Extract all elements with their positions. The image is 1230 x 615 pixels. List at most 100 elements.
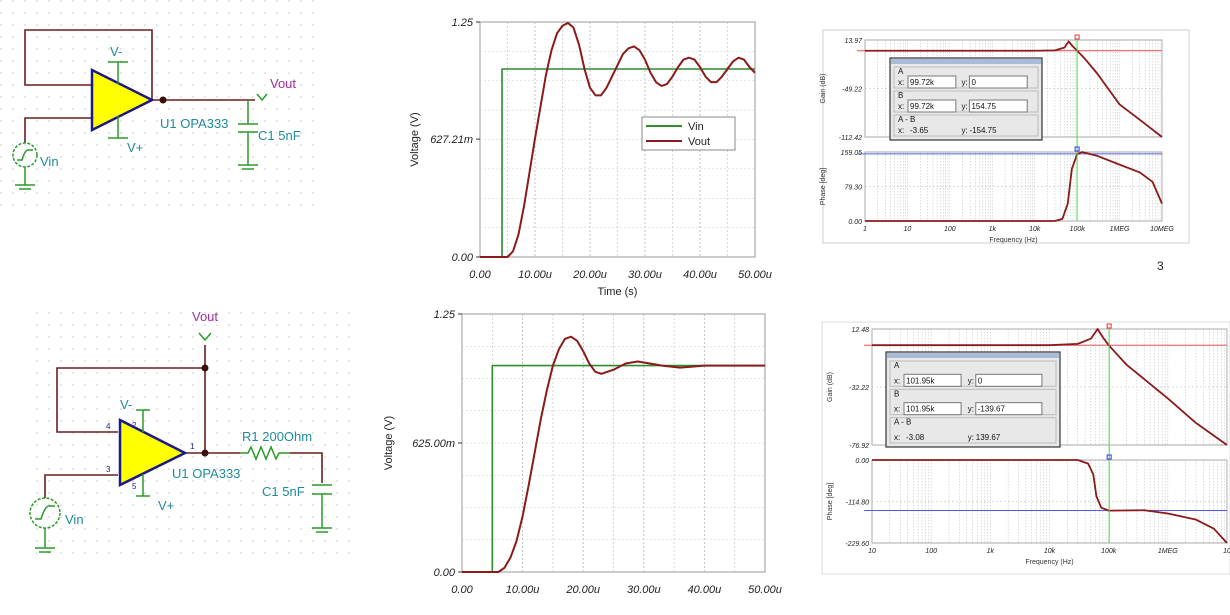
y-tick-label: 79.30: [844, 185, 862, 192]
y-value: -154.75: [969, 126, 997, 135]
x-tick-label: 10k: [1044, 548, 1056, 555]
readout-group-label: A: [894, 361, 900, 370]
readout-group: [889, 360, 1057, 387]
x-tick-label: 20.00u: [565, 584, 600, 596]
dialog-frame: [889, 57, 1043, 141]
x-label: x:: [894, 376, 900, 385]
vin-label: Vin: [40, 154, 59, 169]
y-label: y:: [968, 433, 974, 442]
x-axis-label: Frequency (Hz): [1025, 559, 1073, 566]
series-vout: [480, 21, 756, 258]
dialog-titlebar: [887, 353, 1059, 358]
x-value: 99.72k: [910, 78, 935, 87]
bode-curve: [865, 40, 1163, 138]
x-tick-label: 1MEG: [1158, 548, 1178, 555]
y-value: 0: [971, 78, 976, 87]
x-label: x:: [898, 102, 904, 111]
cursor-readout-dialog: Ax: y: 101.95k 0 Bx: y: 101.95k -139.67 A - B x: y…: [885, 351, 1061, 448]
x-value: 99.72k: [910, 102, 935, 111]
y-axis-label: Gain (dB): [820, 74, 827, 104]
x-tick-label: 100: [925, 548, 937, 555]
y-value-field[interactable]: [968, 75, 1028, 89]
bode-curve: [865, 151, 1163, 222]
vout-label: Vout: [270, 76, 296, 91]
x-tick-label: 10: [904, 226, 912, 233]
x-label: x:: [894, 433, 900, 442]
vplus-label: V+: [127, 140, 143, 155]
pin-label: 4: [106, 422, 111, 431]
y-tick-label: 0.00: [452, 252, 474, 264]
output-node: [159, 96, 167, 104]
y-tick-label: 0.00: [855, 458, 869, 465]
x-value-field[interactable]: [903, 402, 962, 416]
y-value: 139.67: [976, 433, 1001, 442]
y-tick-label: 0.00: [434, 567, 456, 579]
pin-label: 3: [106, 465, 111, 474]
opamp-label: U1 OPA333: [160, 116, 228, 131]
x-tick-label: 1MEG: [1110, 226, 1130, 233]
readout-group: [893, 90, 1039, 113]
x-tick-label: 100k: [1101, 548, 1117, 555]
y-tick-label: -49.22: [842, 87, 862, 94]
y-tick-label: 13.97: [844, 38, 863, 45]
y-tick-label: 627.21m: [430, 134, 473, 146]
y-value-field[interactable]: [975, 402, 1043, 416]
legend: [641, 116, 736, 151]
y-tick-label: 625.00m: [412, 438, 455, 450]
pin-label: 1: [190, 442, 195, 451]
cursor-b-handle[interactable]: [1074, 146, 1080, 152]
readout-group-label: B: [894, 389, 899, 398]
x-label: x:: [898, 78, 904, 87]
x-value-field[interactable]: [907, 75, 957, 89]
y-value: 0: [978, 376, 983, 385]
y-value-field[interactable]: [975, 373, 1043, 387]
x-tick-label: 1k: [987, 548, 995, 555]
x-value: 101.95k: [906, 376, 935, 385]
y-label: y:: [968, 405, 974, 414]
opamp-symbol[interactable]: [118, 417, 188, 488]
capacitor-label: C1 5nF: [258, 128, 301, 143]
y-label: y:: [961, 102, 967, 111]
dialog-titlebar: [891, 59, 1041, 64]
y-value-field[interactable]: [968, 99, 1028, 113]
vout-label: Vout: [192, 309, 218, 324]
x-value-field[interactable]: [907, 99, 957, 113]
y-label: y:: [961, 78, 967, 87]
legend-label: Vout: [688, 136, 710, 148]
y-tick-label: 1.25: [434, 309, 456, 321]
y-tick-label: -114.80: [846, 500, 869, 507]
vplus-label: V+: [158, 498, 174, 513]
cursor-a-handle[interactable]: [1074, 34, 1080, 40]
vminus-label: V-: [110, 44, 122, 59]
schematic-bottom: V- V+ U1 OPA333 R1 200Ohm C1 5nF Vin Vou…: [29, 305, 350, 555]
y-value: 154.75: [971, 102, 996, 111]
x-value-field[interactable]: [903, 373, 962, 387]
charts: 1.25 627.21m 0.00 0.00 10.00u 20.00u 30.00u 40.…: [383, 17, 1230, 596]
y-tick-label: 0.00: [848, 219, 862, 226]
cursor-b-handle[interactable]: [1106, 454, 1112, 460]
x-tick-label: 10.00u: [506, 584, 540, 596]
x-value: -3.08: [906, 433, 925, 442]
y-tick-label: -229.60: [845, 541, 869, 548]
bode-plot-bode_top: 13.97 -49.22 -112.42 Gain (dB) 159.05 79.30 0.…: [820, 29, 1190, 273]
x-axis-label: Frequency (Hz): [989, 237, 1037, 244]
x-tick-label: 100k: [1070, 226, 1086, 233]
cursor-a-handle[interactable]: [1106, 323, 1112, 329]
opamp-symbol[interactable]: [90, 67, 155, 133]
capacitor-label: C1 5nF: [262, 484, 305, 499]
x-tick-label: 10MEG: [1150, 226, 1174, 233]
y-axis-label: Phase [deg]: [827, 483, 834, 520]
resistor-label: R1 200Ohm: [242, 429, 312, 444]
x-tick-label: 1k: [989, 226, 997, 233]
x-tick-label: 10k: [1029, 226, 1041, 233]
readout-group: [889, 417, 1057, 444]
y-axis-label: Gain (dB): [827, 372, 834, 402]
y-tick-label: 1.25: [452, 17, 474, 29]
x-tick-label: 40.00u: [688, 584, 722, 596]
x-tick-label: 50.00u: [738, 269, 772, 281]
transient-plot-tran_top: 1.25 627.21m 0.00 0.00 10.00u 20.00u 30.00u 40.…: [409, 17, 772, 298]
x-tick-label: 100: [944, 226, 956, 233]
bode-curve: [872, 459, 1228, 544]
y-axis-label: Voltage (V): [383, 416, 395, 470]
